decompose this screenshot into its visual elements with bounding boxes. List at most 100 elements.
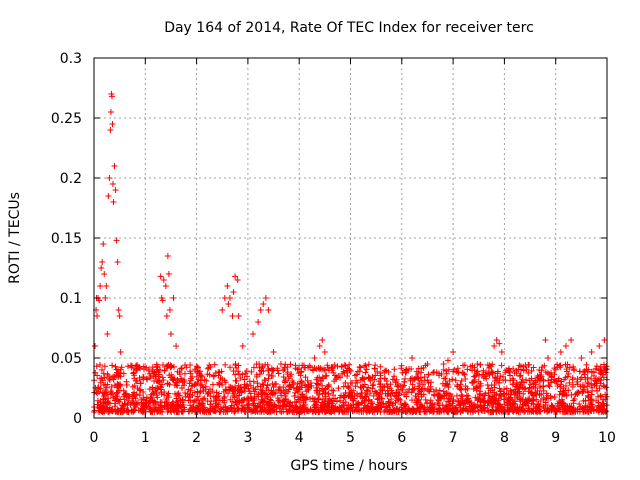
data-point <box>474 368 481 375</box>
data-point <box>454 383 461 390</box>
data-point <box>291 392 298 399</box>
data-point <box>411 385 418 392</box>
data-point <box>456 402 463 409</box>
data-point <box>453 392 460 399</box>
data-point <box>410 386 417 393</box>
data-point <box>422 396 429 403</box>
data-point <box>415 370 422 377</box>
data-point <box>520 390 527 397</box>
data-point <box>379 383 386 390</box>
data-point <box>535 407 542 414</box>
y-tick-label: 0.25 <box>51 111 82 127</box>
data-point <box>526 408 533 415</box>
data-point <box>597 369 604 376</box>
data-point <box>378 387 385 394</box>
data-point <box>111 163 118 169</box>
x-axis-label: GPS time / hours <box>290 458 407 474</box>
data-point <box>185 394 192 401</box>
data-point <box>281 366 288 373</box>
data-point <box>490 394 497 401</box>
data-point <box>157 273 164 280</box>
data-point <box>321 349 328 355</box>
data-point <box>167 407 174 414</box>
data-point <box>592 365 599 372</box>
data-point <box>311 355 318 361</box>
data-point <box>403 389 410 396</box>
data-point <box>462 375 469 382</box>
data-point <box>233 399 240 406</box>
data-point <box>370 392 377 399</box>
data-point <box>529 391 536 398</box>
data-point <box>257 383 264 390</box>
data-point <box>424 377 431 384</box>
data-point <box>254 402 261 409</box>
data-point <box>93 363 100 370</box>
data-point <box>232 273 239 280</box>
data-point <box>520 367 527 374</box>
data-point <box>365 361 372 368</box>
data-point <box>141 402 148 409</box>
data-point <box>579 389 586 396</box>
data-point <box>476 390 483 397</box>
data-point <box>231 405 238 412</box>
data-point <box>216 397 223 404</box>
data-point <box>569 383 576 390</box>
data-point <box>96 405 103 412</box>
data-point <box>100 241 107 247</box>
data-point <box>269 407 276 414</box>
data-point <box>170 295 177 301</box>
data-point <box>197 388 204 395</box>
data-point <box>425 379 432 386</box>
data-point <box>436 372 443 379</box>
data-point <box>435 392 442 399</box>
data-point <box>248 368 255 375</box>
data-point <box>230 368 237 375</box>
data-point <box>551 394 558 401</box>
data-point <box>94 372 101 379</box>
data-point <box>241 376 248 383</box>
data-point <box>344 369 351 376</box>
data-point <box>262 390 269 397</box>
data-point <box>511 386 518 393</box>
data-point <box>224 408 231 415</box>
data-point <box>254 380 261 387</box>
data-point <box>100 408 107 415</box>
data-point <box>357 364 364 371</box>
data-point <box>213 400 220 407</box>
data-point <box>300 362 307 369</box>
data-point <box>123 391 130 398</box>
data-point <box>374 389 381 396</box>
data-point <box>159 297 166 304</box>
data-point <box>319 337 326 343</box>
data-point <box>359 376 366 383</box>
data-point <box>418 402 425 409</box>
data-point <box>300 399 307 406</box>
data-point <box>98 265 105 271</box>
data-point <box>383 403 390 410</box>
data-point <box>457 381 464 388</box>
data-point <box>106 375 113 382</box>
data-point <box>275 386 282 393</box>
data-point <box>565 387 572 394</box>
data-point <box>94 397 101 404</box>
data-point <box>109 374 116 381</box>
data-point <box>131 372 138 379</box>
data-point <box>381 375 388 382</box>
data-point <box>189 373 196 380</box>
data-point <box>244 395 251 402</box>
data-point <box>536 404 543 411</box>
x-tick-label: 0 <box>90 430 99 446</box>
data-point <box>600 374 607 381</box>
data-point <box>356 363 363 370</box>
data-point <box>526 395 533 402</box>
x-tick-label: 8 <box>500 430 509 446</box>
data-point <box>587 399 594 406</box>
data-point <box>483 369 490 376</box>
data-point <box>163 313 170 319</box>
data-point <box>164 380 171 387</box>
data-point <box>550 376 557 383</box>
data-point <box>467 363 474 370</box>
data-point <box>377 363 384 370</box>
data-point <box>507 372 514 379</box>
data-point <box>259 406 266 413</box>
